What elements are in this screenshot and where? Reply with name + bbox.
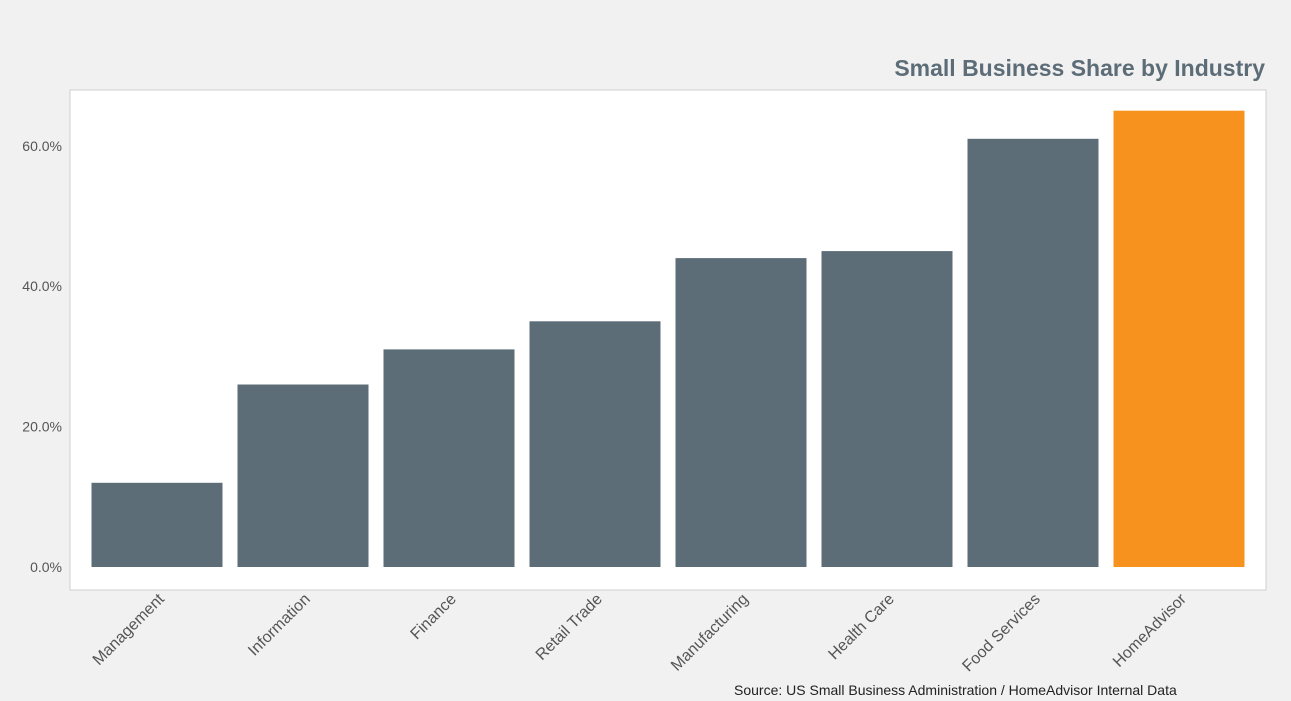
chart-title: Small Business Share by Industry <box>894 55 1265 81</box>
bar-management <box>91 482 223 567</box>
x-tick-label: Retail Trade <box>533 591 606 664</box>
bar-homeadvisor <box>1113 110 1245 567</box>
bar-food-services <box>967 138 1099 568</box>
bar-information <box>237 384 369 567</box>
y-axis: 0.0% 20.0% 40.0% 60.0% <box>22 138 62 575</box>
bar-retail-trade <box>529 321 661 567</box>
bar-finance <box>383 349 515 567</box>
x-tick-label: HomeAdvisor <box>1110 590 1190 670</box>
y-tick-label: 20.0% <box>22 419 62 435</box>
source-note: Source: US Small Business Administration… <box>734 682 1177 698</box>
x-tick-label: Manufacturing <box>668 591 752 675</box>
x-tick-label: Food Services <box>959 591 1043 675</box>
x-tick-label: Information <box>245 591 314 660</box>
x-tick-label: Health Care <box>825 591 897 663</box>
x-tick-label: Finance <box>408 591 460 643</box>
x-axis: Management Information Finance Retail Trade… <box>90 590 1191 675</box>
y-tick-label: 0.0% <box>30 559 62 575</box>
bar-health-care <box>821 251 953 567</box>
y-tick-label: 60.0% <box>22 138 62 154</box>
x-tick-label: Management <box>90 590 168 668</box>
bar-manufacturing <box>675 258 807 567</box>
y-tick-label: 40.0% <box>22 278 62 294</box>
bars-group <box>91 110 1245 568</box>
